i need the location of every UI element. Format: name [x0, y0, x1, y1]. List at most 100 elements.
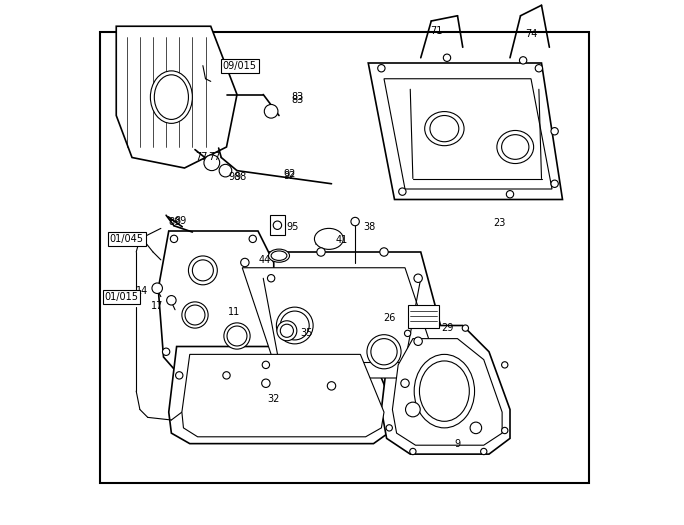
Text: 9: 9 [454, 438, 460, 449]
Bar [270, 215, 285, 235]
Text: 74: 74 [525, 29, 537, 39]
Circle shape [380, 248, 389, 256]
Circle shape [404, 330, 411, 337]
Bar [408, 304, 439, 328]
Ellipse shape [269, 249, 289, 262]
Ellipse shape [155, 75, 188, 120]
Circle shape [267, 275, 275, 282]
Text: 77: 77 [196, 152, 208, 163]
Text: 89: 89 [168, 216, 181, 227]
Circle shape [167, 296, 176, 305]
Ellipse shape [280, 324, 293, 338]
Text: 23: 23 [493, 218, 505, 228]
Circle shape [551, 128, 558, 135]
Text: 83: 83 [291, 92, 304, 102]
Polygon shape [393, 339, 502, 445]
Circle shape [351, 217, 359, 226]
Text: 38: 38 [363, 222, 376, 232]
Polygon shape [368, 63, 562, 200]
Text: 89: 89 [174, 216, 187, 226]
Ellipse shape [182, 302, 208, 328]
Circle shape [535, 65, 542, 72]
Circle shape [273, 221, 282, 229]
Ellipse shape [277, 321, 297, 341]
Circle shape [219, 164, 232, 177]
Ellipse shape [415, 354, 475, 428]
Circle shape [506, 191, 514, 198]
Circle shape [262, 379, 270, 387]
Text: 71: 71 [430, 26, 443, 37]
Text: 14: 14 [135, 286, 148, 297]
Text: 17: 17 [151, 301, 163, 311]
Text: 92: 92 [283, 171, 295, 181]
Ellipse shape [470, 422, 482, 434]
Circle shape [170, 235, 178, 243]
Text: 11: 11 [228, 307, 241, 318]
Polygon shape [382, 326, 510, 454]
Circle shape [401, 379, 409, 387]
Ellipse shape [271, 251, 287, 260]
Ellipse shape [501, 135, 529, 160]
Circle shape [414, 274, 422, 282]
Ellipse shape [192, 260, 213, 281]
Ellipse shape [188, 256, 218, 285]
Ellipse shape [419, 361, 469, 421]
Text: 29: 29 [442, 323, 454, 333]
Circle shape [264, 104, 278, 118]
Circle shape [410, 448, 416, 455]
Circle shape [162, 348, 170, 355]
Ellipse shape [185, 305, 205, 325]
Text: 09/015: 09/015 [222, 60, 256, 71]
Text: 83: 83 [291, 94, 304, 105]
Text: 26: 26 [383, 312, 395, 323]
Circle shape [204, 155, 220, 171]
Text: 77: 77 [208, 152, 221, 163]
Ellipse shape [430, 116, 459, 142]
Polygon shape [226, 252, 458, 388]
Circle shape [519, 57, 527, 64]
Text: 95: 95 [286, 222, 298, 233]
Text: 32: 32 [267, 394, 280, 404]
Ellipse shape [280, 311, 309, 340]
Ellipse shape [406, 402, 420, 417]
Polygon shape [242, 268, 442, 378]
Text: 92: 92 [283, 169, 295, 180]
Ellipse shape [276, 307, 313, 344]
Text: 01/045: 01/045 [109, 234, 144, 244]
Text: 01/015: 01/015 [105, 291, 138, 302]
Text: 35: 35 [300, 328, 313, 339]
Circle shape [241, 258, 249, 267]
Polygon shape [116, 26, 237, 168]
Circle shape [462, 325, 469, 331]
Circle shape [386, 425, 393, 431]
Circle shape [399, 188, 406, 195]
Ellipse shape [150, 71, 192, 123]
Text: 98: 98 [235, 172, 247, 183]
Circle shape [414, 337, 422, 345]
Polygon shape [158, 231, 274, 378]
Ellipse shape [227, 326, 247, 346]
Circle shape [249, 235, 256, 243]
Circle shape [328, 382, 336, 390]
Circle shape [501, 427, 508, 434]
Text: 98: 98 [228, 172, 241, 183]
Circle shape [223, 372, 231, 379]
Bar [101, 32, 589, 483]
Circle shape [481, 448, 487, 455]
Ellipse shape [371, 339, 397, 365]
Circle shape [152, 283, 162, 293]
Polygon shape [169, 346, 395, 444]
Ellipse shape [224, 323, 250, 349]
Text: 44: 44 [259, 255, 271, 265]
Circle shape [317, 248, 325, 256]
Circle shape [501, 362, 508, 368]
Polygon shape [384, 79, 552, 189]
Ellipse shape [315, 228, 343, 249]
Circle shape [551, 180, 558, 187]
Circle shape [443, 54, 451, 61]
Circle shape [378, 65, 385, 72]
Ellipse shape [367, 335, 401, 369]
Text: 41: 41 [335, 235, 347, 245]
Polygon shape [182, 354, 384, 437]
Ellipse shape [497, 130, 534, 164]
